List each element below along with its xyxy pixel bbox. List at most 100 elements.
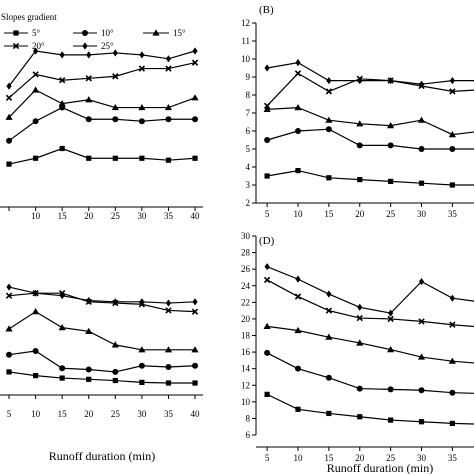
data-point — [32, 308, 40, 315]
series-square — [6, 145, 198, 167]
data-point — [191, 346, 199, 353]
data-point — [5, 94, 13, 101]
data-point — [59, 375, 65, 381]
data-point — [165, 65, 172, 72]
y-tick-label: 10 — [241, 397, 251, 407]
data-point — [59, 365, 66, 372]
series-circle — [264, 126, 474, 152]
series-triangle — [263, 322, 474, 364]
data-point — [192, 155, 198, 161]
data-point — [85, 366, 92, 373]
data-point — [418, 387, 425, 394]
data-point — [86, 376, 92, 382]
data-point — [295, 59, 301, 67]
legend-entry: 10° — [73, 28, 114, 38]
y-tick-label: 2 — [246, 198, 251, 208]
data-point — [165, 299, 172, 307]
data-point — [59, 145, 65, 152]
data-point — [448, 131, 456, 138]
y-tick-label: 12 — [241, 380, 250, 390]
data-point — [5, 113, 13, 120]
data-point — [86, 155, 92, 161]
x-tick-label: 20 — [84, 211, 94, 221]
data-point — [357, 77, 363, 85]
data-point — [112, 368, 119, 375]
series-circle — [264, 349, 474, 396]
data-point — [387, 315, 394, 323]
data-point — [263, 105, 271, 112]
data-point — [192, 298, 198, 306]
data-point — [192, 362, 199, 369]
data-point — [325, 88, 333, 95]
data-point — [325, 307, 333, 314]
y-tick-label: 7 — [246, 108, 251, 118]
series-line — [8, 371, 196, 384]
data-point — [139, 379, 145, 385]
x-tick-label: 35 — [164, 211, 174, 221]
data-point — [59, 77, 66, 84]
data-point — [418, 80, 425, 88]
chart-panels: 10 15 20 25 30 35 40 5 10 15 20 25 30 35 2 3 4 5 6 7 8 9 10 11 1… — [0, 4, 474, 474]
x-tick-label: 35 — [448, 209, 458, 219]
data-point — [325, 116, 333, 123]
data-point — [325, 126, 332, 133]
x-tick-label: 25 — [111, 211, 121, 221]
panel-label: (D) — [259, 235, 275, 247]
data-point — [295, 168, 301, 174]
data-point — [417, 353, 426, 360]
chart-panel-1: 10 15 20 25 30 35 40 — [0, 47, 203, 221]
chart-panel-4: 5 10 15 20 25 30 35681012141618202224262830Run… — [241, 231, 474, 474]
data-point — [6, 351, 13, 358]
x-tick-label: 25 — [386, 453, 396, 463]
series-line — [267, 325, 474, 364]
data-point — [449, 420, 455, 426]
y-tick-label: 9 — [246, 72, 251, 82]
data-point — [356, 142, 363, 149]
data-point — [263, 322, 271, 329]
data-point — [449, 294, 455, 302]
data-point — [388, 417, 394, 423]
series-line — [8, 89, 196, 118]
x-tick-label: 30 — [417, 453, 427, 463]
series-circle — [6, 104, 199, 144]
x-tick-label: 10 — [31, 211, 41, 221]
data-point — [357, 177, 363, 183]
series-line — [266, 266, 474, 314]
data-point — [417, 116, 426, 123]
legend-label: 15° — [173, 28, 186, 38]
data-point — [263, 276, 271, 284]
legend-marker-icon — [12, 42, 20, 50]
series-square — [264, 391, 474, 426]
data-point — [59, 292, 65, 300]
data-point — [112, 377, 118, 384]
data-point — [112, 116, 119, 123]
data-point — [294, 365, 301, 372]
data-point — [138, 65, 146, 72]
data-point — [33, 47, 39, 55]
data-point — [325, 374, 332, 381]
legend-entry: 5° — [4, 28, 41, 38]
data-point — [165, 157, 172, 163]
data-point — [165, 380, 172, 386]
data-point — [326, 175, 332, 181]
y-tick-label: 16 — [241, 347, 251, 357]
data-point — [449, 146, 456, 152]
legend-label: 5° — [32, 28, 41, 38]
data-point — [388, 77, 394, 85]
data-point — [111, 103, 119, 111]
data-point — [387, 345, 395, 353]
y-tick-label: 3 — [246, 180, 251, 190]
x-tick-label: 25 — [111, 409, 121, 419]
series-line — [266, 352, 474, 394]
series-circle — [6, 348, 199, 375]
data-point — [165, 116, 172, 123]
data-point — [294, 293, 302, 300]
data-point — [58, 100, 66, 107]
data-point — [356, 314, 363, 322]
x-tick-label: 30 — [137, 409, 147, 419]
chart-panel-3: 5 10 15 20 25 30 35 40 Runoff duration (min) — [0, 283, 203, 463]
y-tick-label: 8 — [246, 90, 251, 100]
y-tick-label: 18 — [241, 331, 251, 341]
x-tick-label: 15 — [324, 209, 334, 219]
data-point — [264, 349, 271, 356]
